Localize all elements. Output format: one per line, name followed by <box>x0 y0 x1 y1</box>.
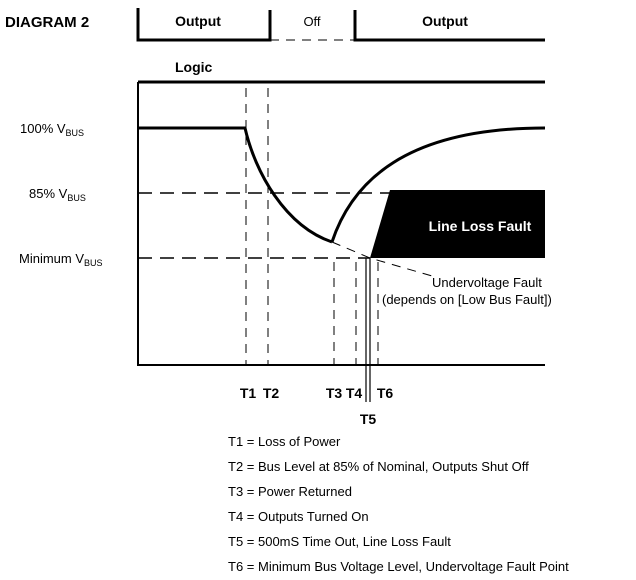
level-sub: BUS <box>66 128 85 138</box>
legend-item: T4 = Outputs Turned On <box>228 509 369 524</box>
legend-item: T2 = Bus Level at 85% of Nominal, Output… <box>228 459 529 474</box>
off-label: Off <box>303 14 320 29</box>
time-guides <box>245 88 379 402</box>
output-label: Output <box>175 13 221 29</box>
time-marker: T1 <box>240 385 257 401</box>
level-text: Minimum V <box>19 251 84 266</box>
time-marker: T6 <box>377 385 394 401</box>
output-label: Output <box>422 13 468 29</box>
level-text: 100% V <box>20 121 66 136</box>
legend-item: T6 = Minimum Bus Voltage Level, Undervol… <box>228 559 569 574</box>
legend-item: T1 = Loss of Power <box>228 434 341 449</box>
fault-label: Line Loss Fault <box>429 218 532 234</box>
undervoltage-note: (depends on [Low Bus Fault]) <box>382 292 552 307</box>
logic-label: Logic <box>175 59 213 75</box>
time-marker: T3 <box>326 385 343 401</box>
legend: T1 = Loss of Power T2 = Bus Level at 85%… <box>228 434 569 574</box>
level-label: 85% VBUS <box>29 186 86 203</box>
legend-item: T5 = 500mS Time Out, Line Loss Fault <box>228 534 451 549</box>
level-sub: BUS <box>67 193 86 203</box>
level-text: 85% V <box>29 186 68 201</box>
output-row: Output Off Output <box>136 8 545 42</box>
level-label: Minimum VBUS <box>19 251 103 268</box>
bus-decay <box>138 126 333 244</box>
output-line <box>136 8 272 42</box>
time-marker: T5 <box>360 411 377 427</box>
level-label: 100% VBUS <box>20 121 84 138</box>
t5-line <box>365 258 371 402</box>
output-line <box>353 10 545 42</box>
time-marker: T4 <box>346 385 363 401</box>
legend-item: T3 = Power Returned <box>228 484 352 499</box>
undervoltage-label: Undervoltage Fault <box>432 275 542 290</box>
time-marker: T2 <box>263 385 280 401</box>
fault-box <box>370 190 545 258</box>
undervoltage-path <box>331 241 433 277</box>
axes <box>137 82 545 366</box>
level-sub: BUS <box>84 258 103 268</box>
diagram-title: DIAGRAM 2 <box>5 14 89 31</box>
bus-recovery <box>330 126 546 243</box>
